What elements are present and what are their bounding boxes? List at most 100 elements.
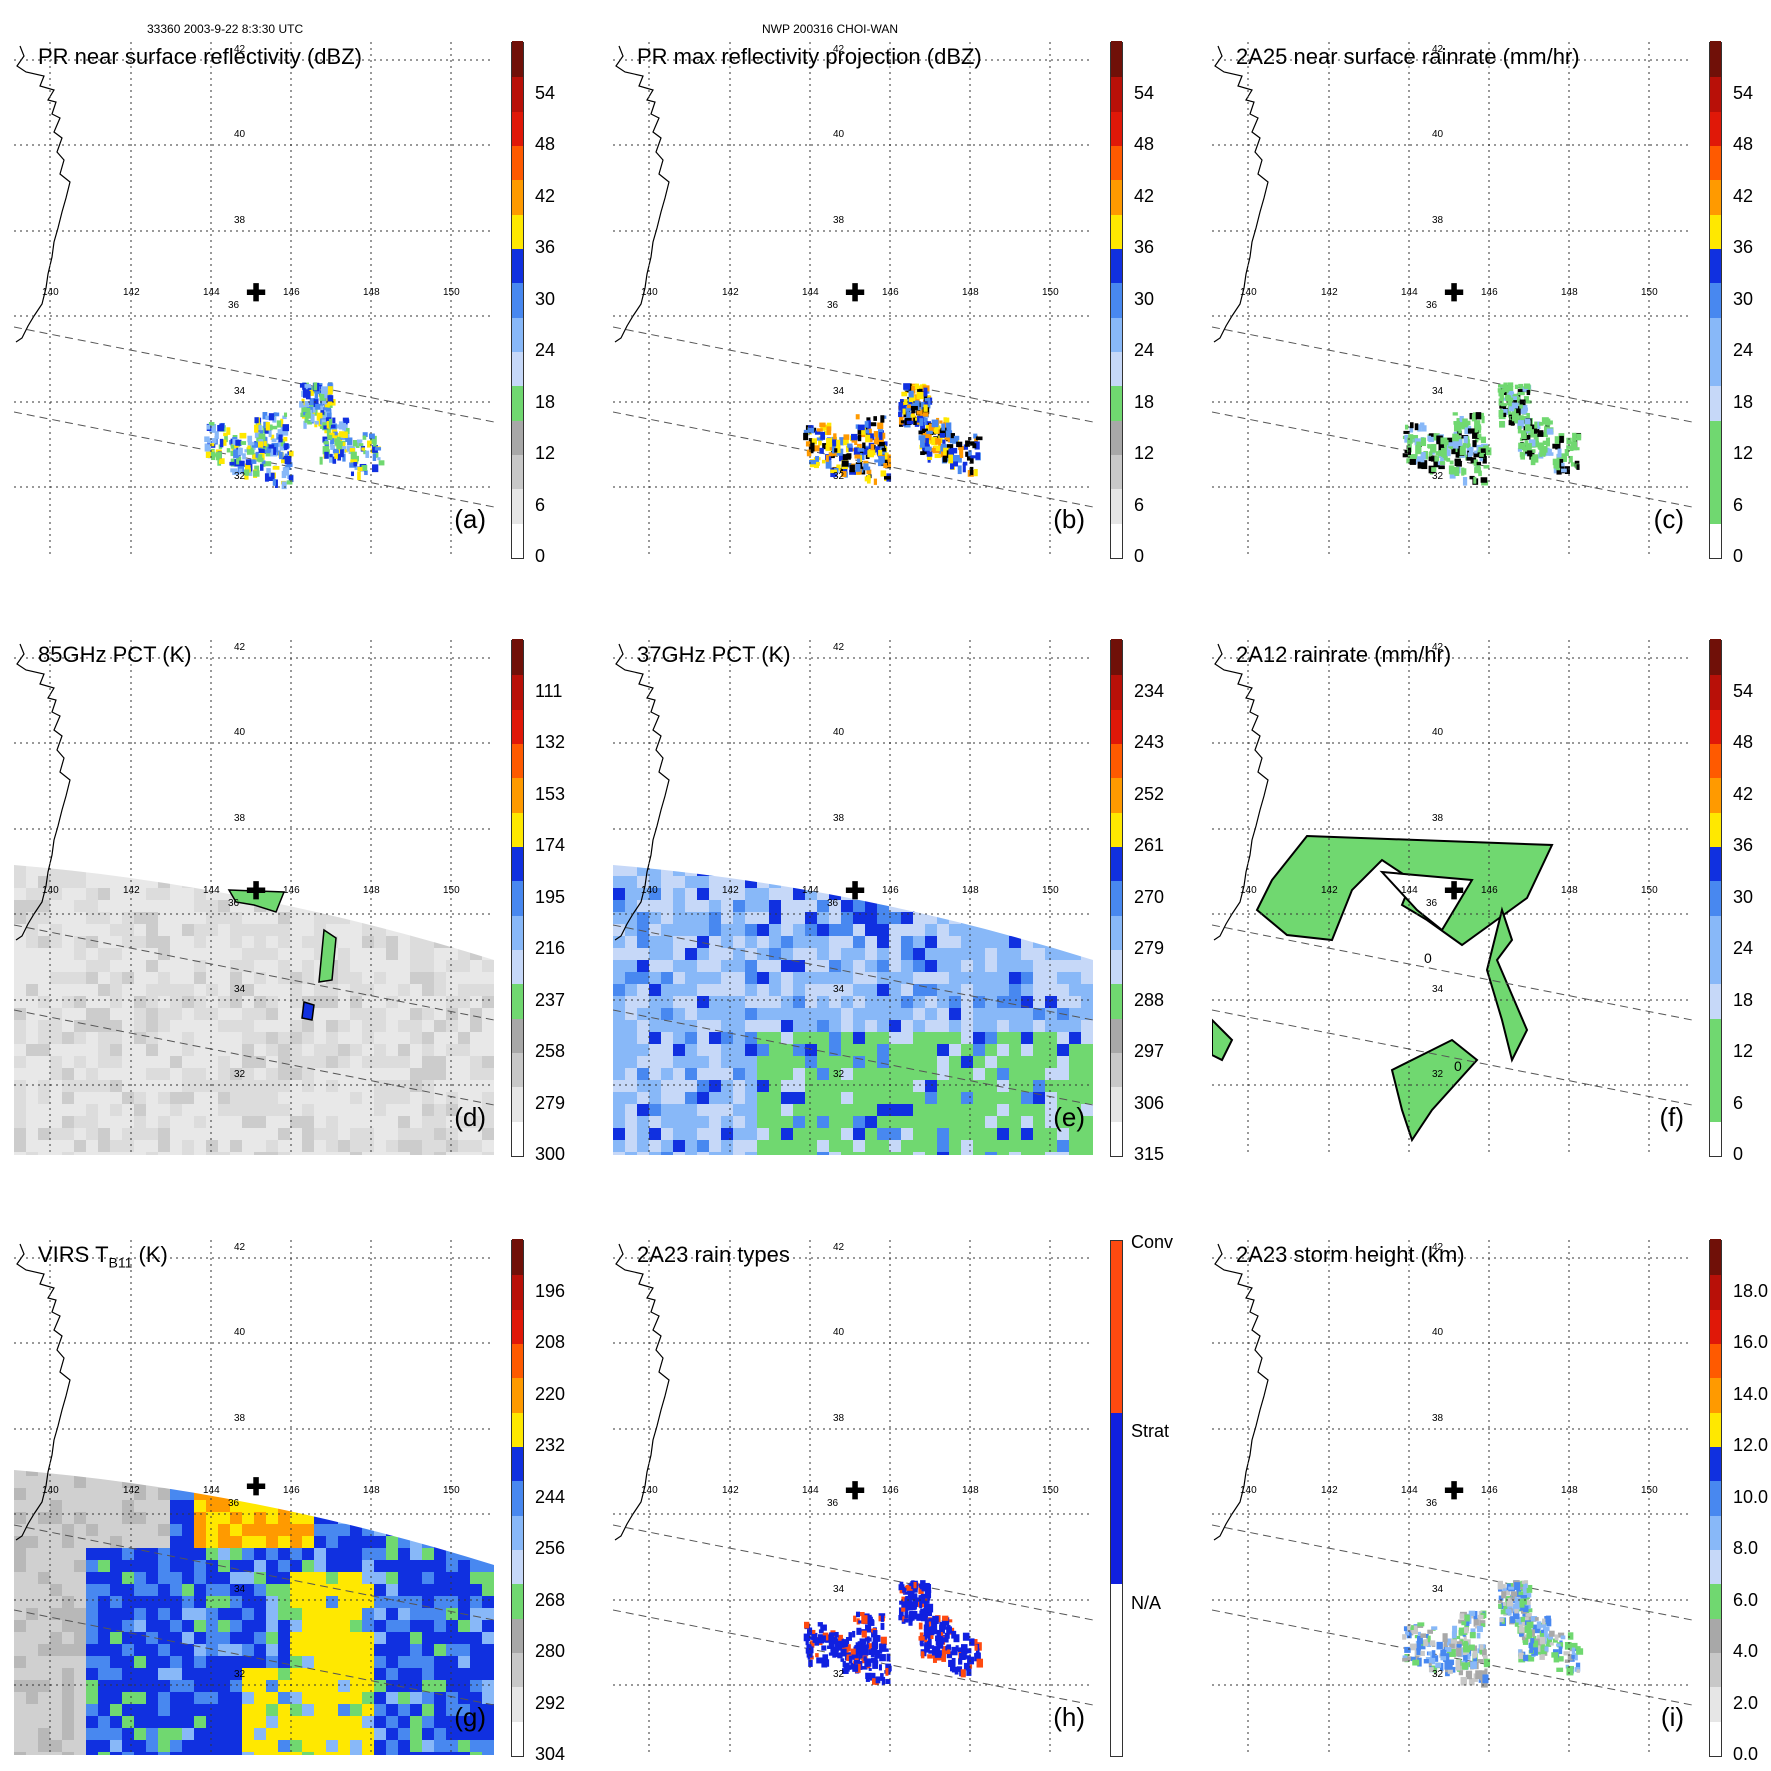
panel-label: (h) <box>1053 1702 1085 1732</box>
colorbar-tick-label: 111 <box>535 680 563 701</box>
colorbar-tick-label: 0.0 <box>1733 1744 1759 1764</box>
lon-label: 144 <box>802 287 819 298</box>
colorbar-segment <box>512 914 523 950</box>
storm-center-icon: ✚ <box>845 878 866 905</box>
swath-edge-line <box>1212 411 1692 508</box>
lat-label: 32 <box>1432 471 1444 482</box>
colorbar-segment <box>1111 811 1122 847</box>
colorbar-segment <box>1710 1617 1721 1653</box>
colorbar-segment <box>1111 522 1122 558</box>
colorbar-segment <box>512 982 523 1019</box>
lat-label: 40 <box>1432 1327 1444 1338</box>
coastline <box>614 1243 670 1541</box>
colorbar-segment <box>512 41 523 78</box>
colorbar-tick-label: 0 <box>1134 546 1145 566</box>
colorbar-segment <box>1710 673 1721 710</box>
panel-e: 140 142 144 146 148 150 42 40 38 36 34 32 ✚ 37GHz PCT… <box>613 639 1173 1164</box>
lat-label: 42 <box>833 642 845 653</box>
swath-edge-line <box>1212 1609 1692 1706</box>
colorbar-tick-label: 232 <box>535 1435 566 1455</box>
lat-label: 40 <box>833 1327 845 1338</box>
map-area <box>1212 1240 1692 1755</box>
lat-label: 36 <box>228 1498 240 1509</box>
lat-label: 32 <box>234 471 246 482</box>
colorbar-segment <box>512 811 523 847</box>
colorbar-tick-label: 300 <box>535 1144 566 1164</box>
panel-label: (b) <box>1053 504 1085 534</box>
colorbar-tick-label: 42 <box>535 185 556 206</box>
colorbar-tick-label: 279 <box>535 1092 566 1113</box>
map-canvas <box>613 42 1093 557</box>
panel-title: 85GHz PCT (K) <box>38 642 192 667</box>
lon-label: 142 <box>123 287 140 298</box>
lon-label: 144 <box>203 1485 220 1496</box>
colorbar-segment <box>512 1582 523 1619</box>
colorbar-segment <box>1710 1548 1721 1585</box>
swath-edge-line <box>14 1609 494 1706</box>
lon-label: 140 <box>1240 1485 1257 1496</box>
lat-label: 38 <box>833 215 845 226</box>
colorbar-category-label: Strat <box>1131 1421 1170 1442</box>
colorbar-tick-label: 12 <box>1134 443 1155 463</box>
lon-label: 140 <box>641 885 658 896</box>
colorbar-tick-label: 6 <box>1134 494 1145 515</box>
colorbar-segment <box>1111 178 1122 215</box>
lon-label: 150 <box>443 1485 460 1496</box>
colorbar-segment <box>1111 316 1122 352</box>
lat-label: 36 <box>1426 898 1438 909</box>
colorbar-segment <box>1710 1017 1721 1053</box>
colorbar-tick-label: 24 <box>1733 938 1754 958</box>
lat-label: 36 <box>228 898 240 909</box>
swath-edge-line <box>14 326 494 423</box>
colorbar-segment <box>512 350 523 387</box>
swath-edge-line <box>1212 1009 1692 1106</box>
colorbar-segment <box>1111 281 1122 318</box>
colorbar-segment <box>512 1085 523 1122</box>
colorbar <box>1709 41 1722 559</box>
panel-label: (c) <box>1653 504 1684 534</box>
colorbar-tick-label: 18 <box>1733 391 1754 412</box>
colorbar-tick-label: 196 <box>535 1280 566 1301</box>
lat-label: 42 <box>1432 44 1444 55</box>
colorbar-segment <box>1111 419 1122 455</box>
coastline <box>15 643 71 941</box>
colorbar-segment <box>1111 41 1122 78</box>
echo-field <box>803 383 983 485</box>
lat-label: 32 <box>833 1669 845 1680</box>
lon-label: 146 <box>882 885 899 896</box>
lat-label: 38 <box>833 813 845 824</box>
panel-i: 140 142 144 146 148 150 42 40 38 36 34 32 ✚ 2A23 stor… <box>1212 1239 1771 1764</box>
colorbar-segment <box>1710 41 1721 78</box>
echo-field <box>803 1580 984 1686</box>
colorbar-tick-label: 12 <box>535 443 556 463</box>
lon-label: 142 <box>1321 1485 1338 1496</box>
map-area <box>14 1240 494 1755</box>
lon-label: 150 <box>1042 1485 1059 1496</box>
graticule <box>613 1240 1093 1755</box>
colorbar-segment <box>1710 1582 1721 1619</box>
swath-edge-line <box>14 1009 494 1106</box>
colorbar-segment <box>1111 1241 1122 1413</box>
colorbar-segment <box>1111 1017 1122 1053</box>
colorbar-tick-label: 24 <box>1733 340 1754 360</box>
colorbar-tick-label: 256 <box>535 1538 566 1558</box>
map-area <box>613 1240 1093 1755</box>
colorbar <box>511 1239 524 1757</box>
lat-label: 38 <box>234 215 246 226</box>
colorbar-segment <box>1111 487 1122 524</box>
map-canvas <box>14 640 494 1155</box>
panel-title: 2A23 storm height (km) <box>1236 1242 1465 1267</box>
lon-label: 144 <box>203 885 220 896</box>
colorbar-tick-label: 36 <box>1733 237 1754 257</box>
colorbar <box>1709 1239 1722 1757</box>
colorbar-segment <box>1710 1342 1721 1379</box>
panel-title: 2A25 near surface rainrate (mm/hr) <box>1236 44 1580 69</box>
graticule <box>14 1240 494 1755</box>
lon-label: 144 <box>1401 885 1418 896</box>
colorbar-tick-label: 4.0 <box>1733 1641 1759 1661</box>
colorbar-segment <box>1710 144 1721 181</box>
colorbar-segment <box>512 948 523 985</box>
colorbar-segment <box>1710 487 1721 524</box>
colorbar-segment <box>1710 1308 1721 1344</box>
colorbar-segment <box>1710 1479 1721 1516</box>
